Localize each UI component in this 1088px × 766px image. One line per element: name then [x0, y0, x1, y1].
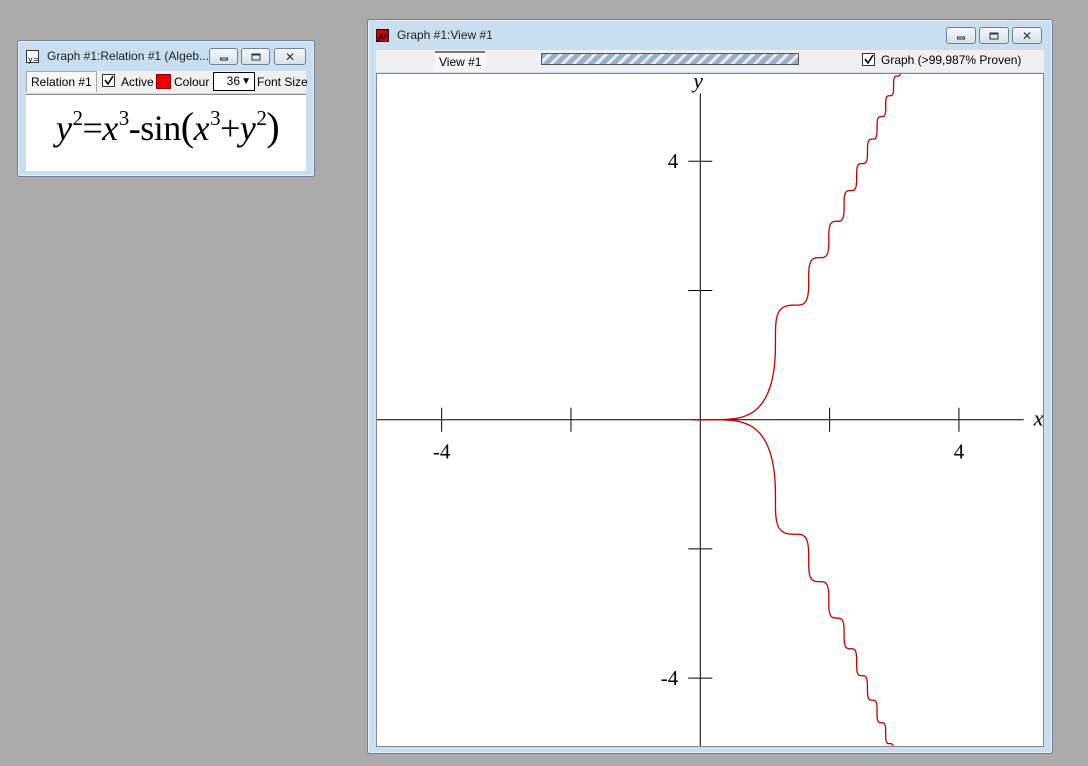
- x-tick-label: -4: [433, 440, 451, 464]
- curve-upper-branch: [692, 74, 902, 421]
- maximize-icon: [251, 53, 260, 60]
- close-button[interactable]: ✕: [274, 48, 306, 65]
- y-tick-label: -4: [661, 666, 679, 690]
- view-titlebar[interactable]: Graph #1:View #1 ✕: [368, 20, 1052, 50]
- relation-icon: y=: [26, 50, 39, 64]
- relation-window-title: Graph #1:Relation #1 (Algeb...: [47, 49, 210, 63]
- tick-labels: 4 -4 4 -4: [433, 149, 965, 690]
- plot-area[interactable]: 4 -4 4 -4 x y: [376, 73, 1044, 747]
- formula-y: y: [56, 108, 72, 148]
- formula-y-exp: 2: [72, 106, 83, 130]
- formula-x2-exp: 3: [210, 106, 221, 130]
- relation-window[interactable]: y= Graph #1:Relation #1 (Algeb... ✕ Rela…: [17, 40, 315, 177]
- minimize-icon: [957, 36, 965, 39]
- y-axis-label: y: [691, 74, 703, 93]
- x-axis-label: x: [1033, 406, 1043, 431]
- maximize-icon: [989, 32, 999, 39]
- relation-toolbar: Relation #1 Active Colour 36 ▼ Font Size: [26, 71, 308, 93]
- plot-canvas[interactable]: 4 -4 4 -4 x y: [377, 74, 1043, 746]
- tab-relation-1[interactable]: Relation #1: [26, 71, 97, 92]
- maximize-button[interactable]: [979, 27, 1009, 44]
- colour-label: Colour: [174, 75, 210, 89]
- formula-x: x: [102, 108, 118, 148]
- font-size-label: Font Size: [257, 75, 308, 89]
- formula-rparen: ): [266, 104, 280, 149]
- formula-x2: x: [193, 108, 210, 148]
- formula-display: y2=x3-sin(x3+y2): [26, 94, 306, 171]
- colour-swatch[interactable]: [156, 74, 171, 89]
- formula-y2: y: [239, 108, 256, 148]
- view-window-title: Graph #1:View #1: [397, 28, 493, 42]
- graph-checkbox[interactable]: [862, 53, 875, 66]
- graph-icon: [376, 29, 389, 42]
- curve-lower-branch: [692, 419, 894, 746]
- formula-eq: =: [82, 108, 103, 148]
- formula-plus: +: [220, 108, 240, 148]
- font-size-select[interactable]: 36 ▼: [213, 72, 255, 91]
- close-button[interactable]: ✕: [1012, 27, 1042, 44]
- tab-view-1[interactable]: View #1: [435, 51, 486, 72]
- check-icon: [104, 75, 114, 86]
- close-icon: ✕: [1021, 28, 1033, 43]
- active-checkbox[interactable]: [102, 74, 115, 87]
- x-tick-label: 4: [954, 440, 965, 464]
- graph-proven-label: Graph (>99,987% Proven): [881, 53, 1022, 67]
- formula-x-exp: 3: [118, 106, 130, 130]
- maximize-button[interactable]: [241, 48, 270, 65]
- formula-y2-exp: 2: [256, 106, 267, 130]
- y-tick-label: 4: [668, 149, 679, 173]
- svg-text:y=: y=: [28, 55, 38, 64]
- minimize-button[interactable]: [209, 48, 238, 65]
- minimize-button[interactable]: [946, 27, 976, 44]
- dropdown-arrow-icon: ▼: [241, 76, 251, 87]
- formula-minus-sin: -sin: [128, 108, 182, 148]
- relation-titlebar[interactable]: y= Graph #1:Relation #1 (Algeb... ✕: [18, 41, 314, 71]
- progress-bar: [541, 53, 799, 65]
- ticks: [441, 160, 960, 679]
- view-window[interactable]: Graph #1:View #1 ✕ View #1 Graph (>99,98…: [367, 19, 1053, 754]
- formula-lparen: (: [180, 104, 194, 149]
- view-toolbar: View #1 Graph (>99,987% Proven): [376, 50, 1044, 72]
- formula: y2=x3-sin(x3+y2): [56, 103, 280, 150]
- minimize-icon: [219, 57, 228, 60]
- check-icon: [864, 54, 874, 65]
- font-size-value: 36: [226, 74, 240, 88]
- active-label: Active: [121, 75, 154, 89]
- close-icon: ✕: [284, 49, 296, 64]
